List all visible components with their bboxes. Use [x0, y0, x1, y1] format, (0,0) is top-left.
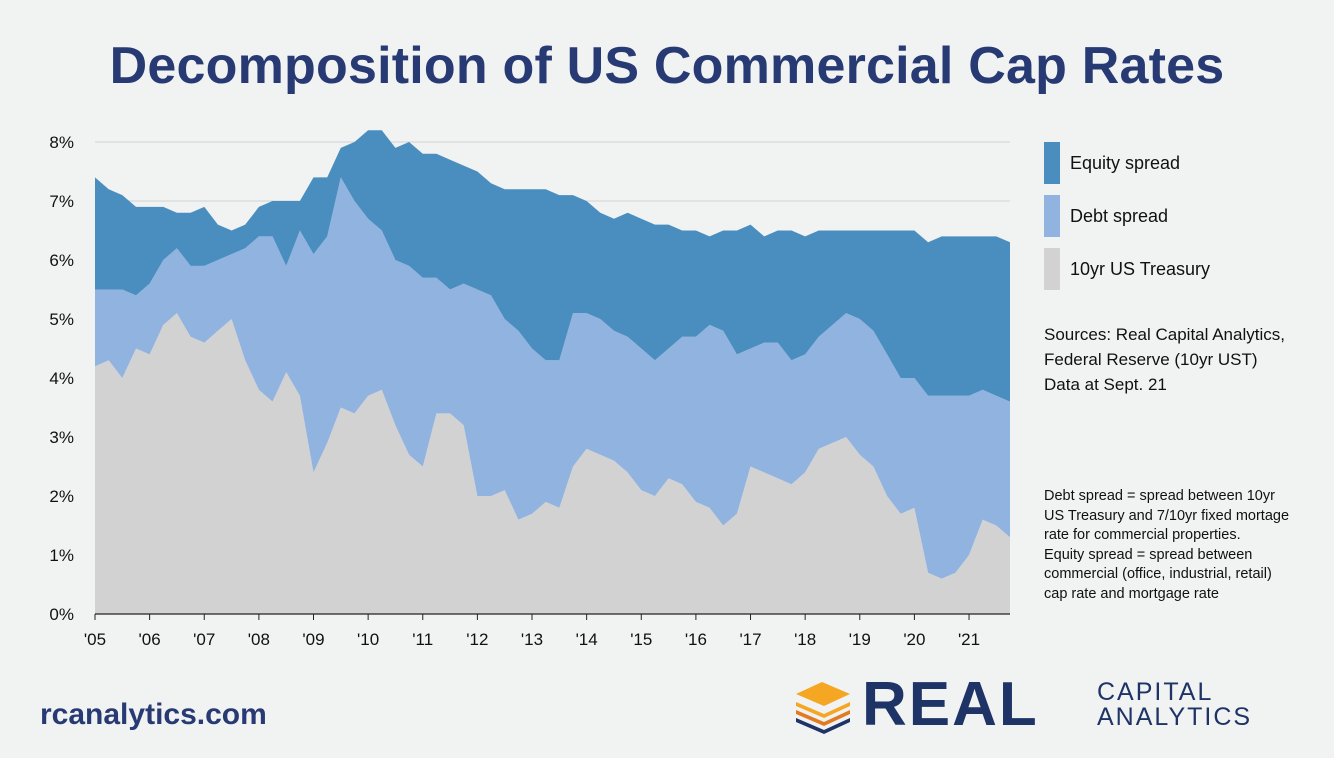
x-tick-label: '13	[521, 630, 543, 649]
x-tick-label: '06	[139, 630, 161, 649]
x-tick-label: '08	[248, 630, 270, 649]
legend-label-equity: Equity spread	[1070, 153, 1181, 173]
legend-swatch-debt	[1044, 195, 1060, 237]
y-tick-label: 0%	[49, 605, 74, 624]
x-tick-label: '11	[412, 630, 433, 649]
y-tick-label: 6%	[49, 251, 74, 270]
x-tick-label: '15	[630, 630, 652, 649]
x-tick-label: '19	[849, 630, 871, 649]
sources-note: Sources: Real Capital Analytics, Federal…	[1044, 322, 1285, 397]
sources-line: Data at Sept. 21	[1044, 375, 1167, 394]
x-tick-label: '17	[739, 630, 761, 649]
note-line: commercial (office, industrial, retail)	[1044, 566, 1272, 582]
x-tick-label: '09	[302, 630, 324, 649]
x-tick-label: '07	[193, 630, 215, 649]
note-line: Debt spread = spread between 10yr	[1044, 488, 1275, 504]
legend-swatch-treasury	[1044, 248, 1060, 290]
website-link[interactable]: rcanalytics.com	[40, 698, 267, 731]
legend-label-treasury: 10yr US Treasury	[1070, 259, 1211, 279]
real-capital-analytics-logo: REAL CAPITAL ANALYTICS	[792, 670, 1312, 739]
legend-swatch-equity	[1044, 142, 1060, 184]
y-tick-label: 5%	[49, 310, 74, 329]
note-line: Equity spread = spread between	[1044, 546, 1253, 563]
chart-title: Decomposition of US Commercial Cap Rates	[109, 37, 1225, 95]
y-tick-label: 2%	[49, 487, 74, 506]
debt-spread-area	[95, 177, 1010, 579]
x-tick-label: '21	[958, 630, 980, 649]
note-line: cap rate and mortgage rate	[1044, 585, 1219, 602]
x-tick-label: '12	[466, 630, 488, 649]
sources-line: Federal Reserve (10yr UST)	[1044, 350, 1258, 369]
y-tick-label: 4%	[49, 369, 74, 388]
y-tick-label: 7%	[49, 192, 74, 211]
y-tick-label: 8%	[49, 133, 74, 152]
x-tick-label: '20	[903, 630, 925, 649]
note-line: US Treasury and 7/10yr fixed mortage	[1044, 507, 1290, 524]
note-line: rate for commercial properties.	[1044, 527, 1241, 543]
y-tick-label: 3%	[49, 428, 74, 447]
x-tick-label: '18	[794, 630, 816, 649]
logo-analytics: ANALYTICS	[1097, 703, 1253, 731]
logo-wordmark: REAL	[862, 670, 1039, 739]
x-tick-label: '14	[576, 630, 598, 649]
sources-line: Sources: Real Capital Analytics,	[1044, 325, 1285, 344]
equity-spread-area	[95, 130, 1010, 402]
treasury-area	[95, 313, 1010, 614]
x-tick-label: '05	[84, 630, 106, 649]
building-stack-icon	[796, 682, 850, 734]
legend-label-debt: Debt spread	[1070, 206, 1169, 226]
y-tick-label: 1%	[49, 546, 74, 565]
x-tick-label: '10	[357, 630, 379, 649]
logo-capital: CAPITAL	[1097, 678, 1214, 706]
x-tick-label: '16	[685, 630, 707, 649]
definitions-note: Debt spread = spread between 10yr US Tre…	[1044, 487, 1289, 604]
